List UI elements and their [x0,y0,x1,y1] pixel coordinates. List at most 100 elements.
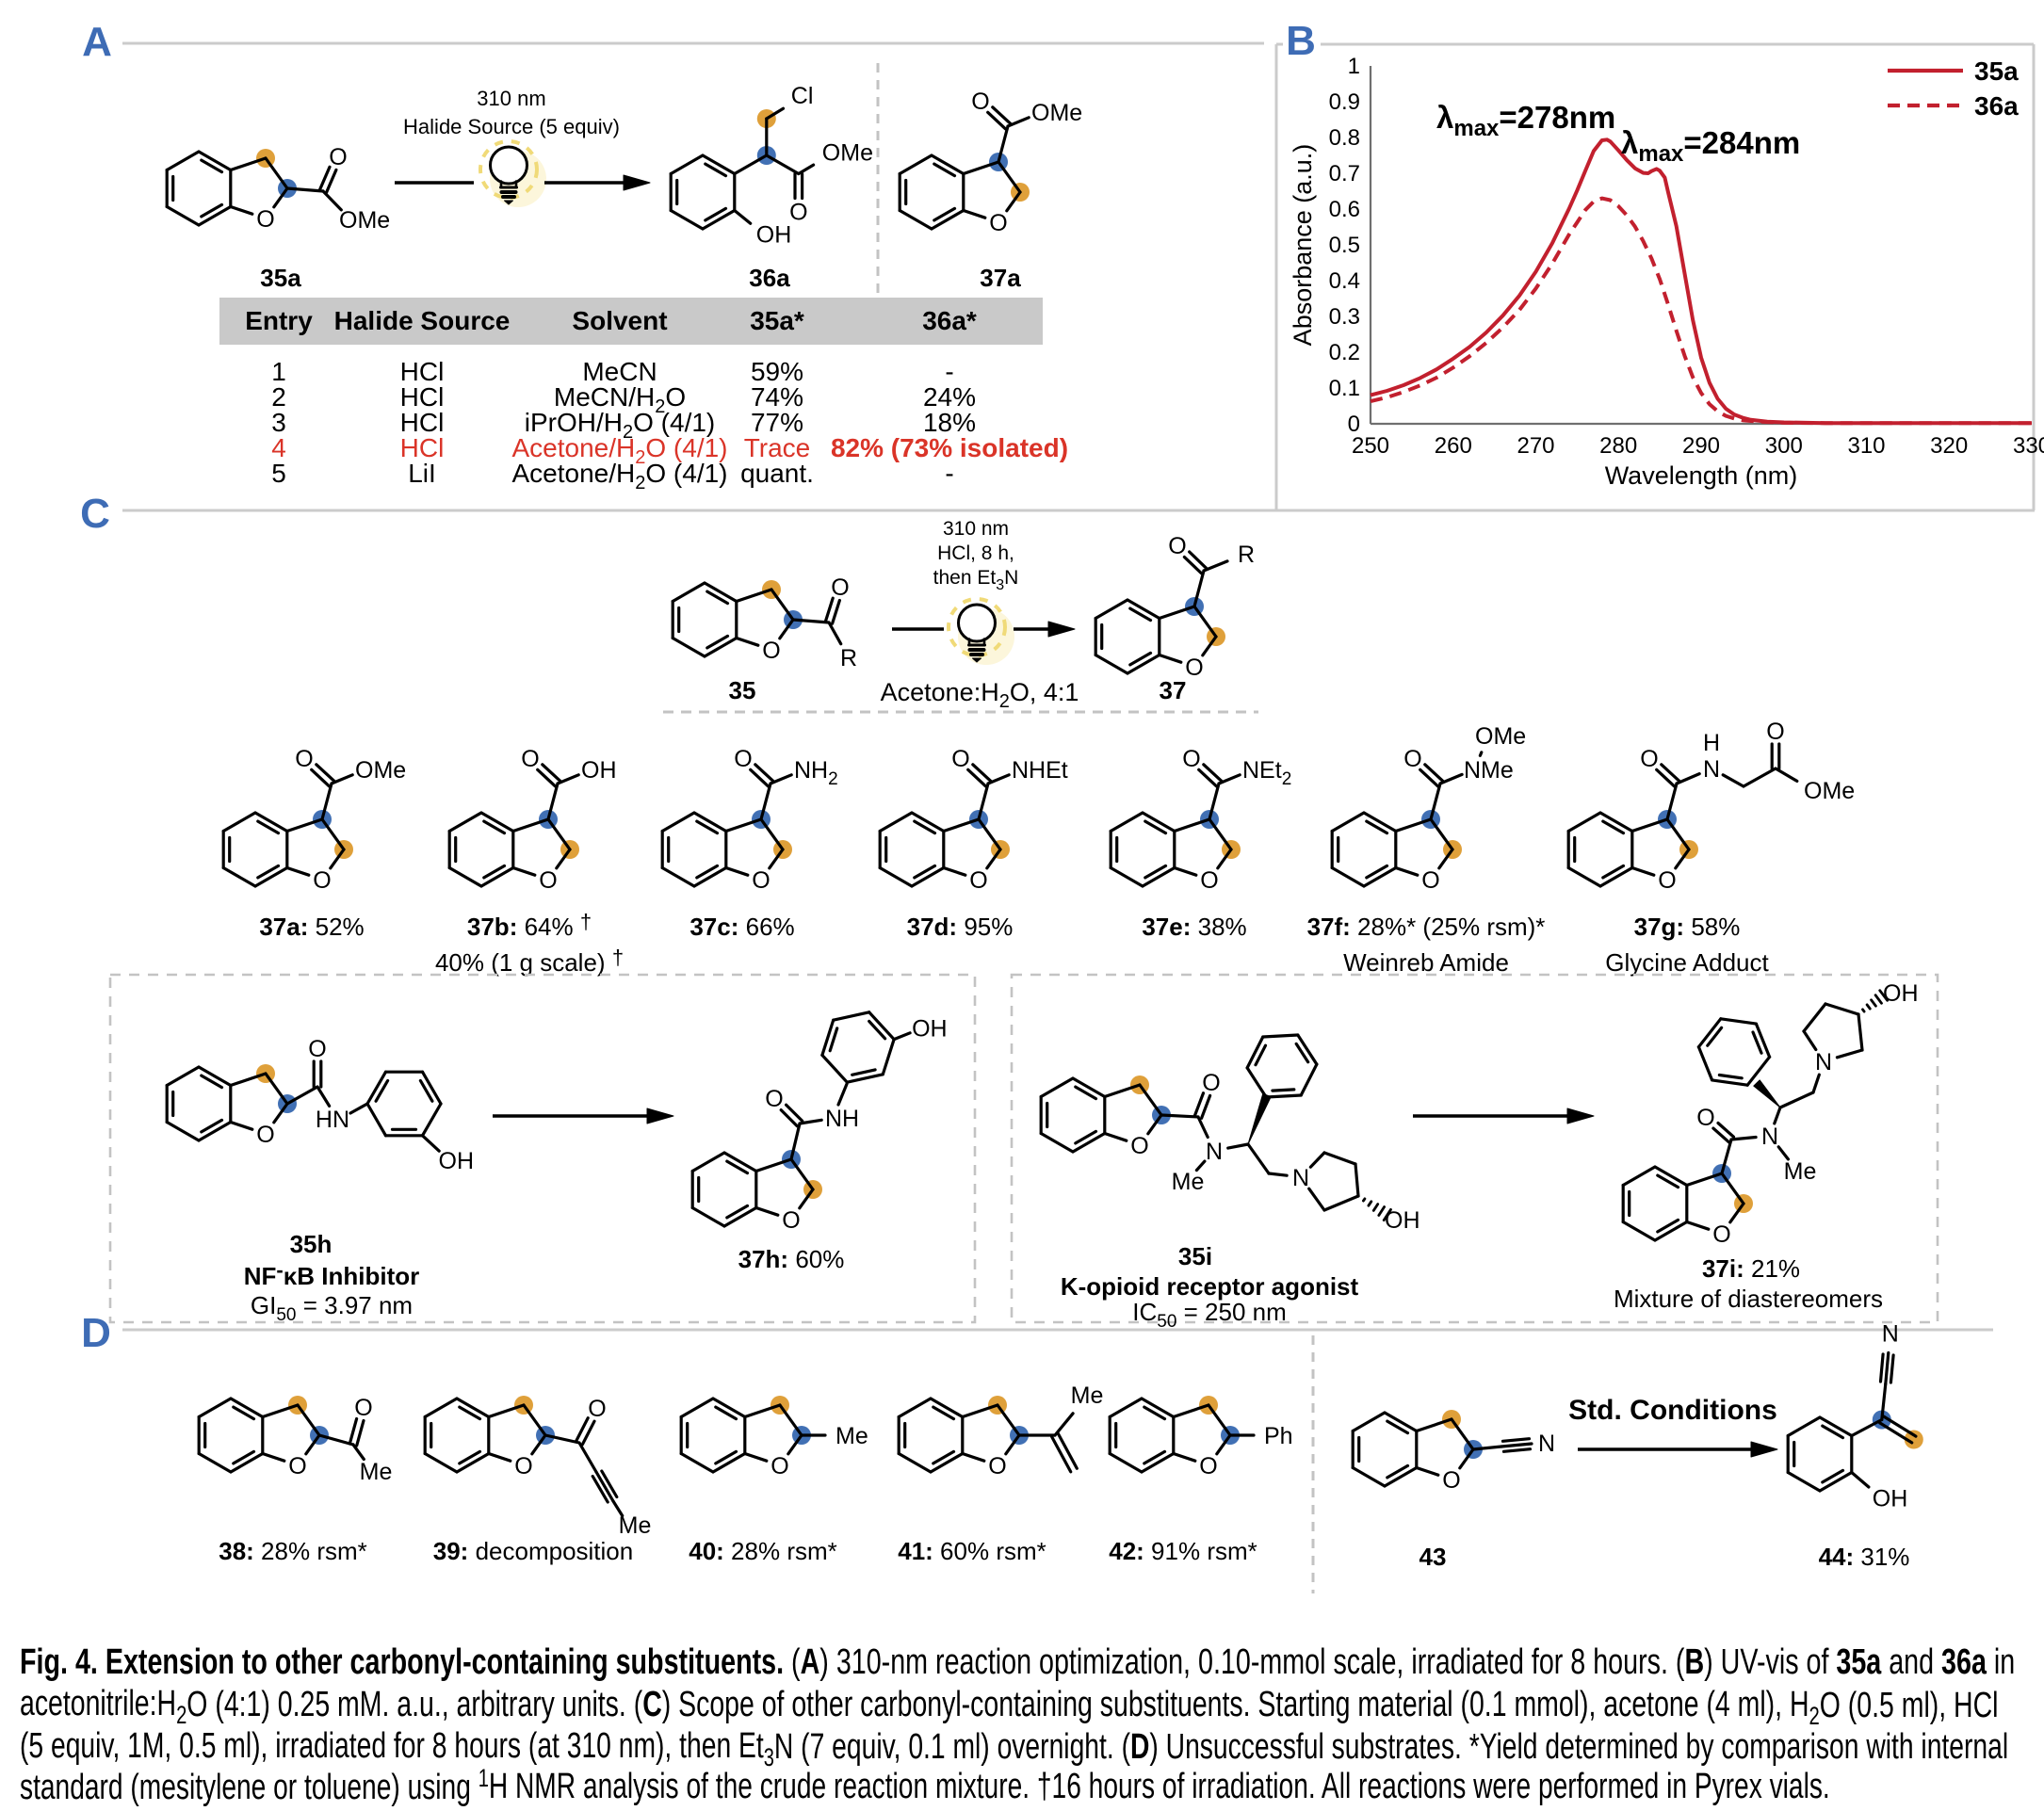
svg-text:Wavelength (nm): Wavelength (nm) [1605,461,1798,490]
svg-text:4: 4 [271,433,286,462]
svg-text:Me: Me [1172,1169,1205,1195]
svg-text:37h: 60%: 37h: 60% [738,1245,845,1273]
svg-text:NMe: NMe [1464,757,1514,784]
svg-text:O: O [1202,1070,1220,1096]
svg-text:Std. Conditions: Std. Conditions [1568,1395,1777,1426]
svg-text:59%: 59% [751,357,803,386]
svg-text:O: O [789,200,807,226]
svg-text:O: O [1182,746,1200,772]
svg-text:1: 1 [1348,54,1360,79]
svg-text:N: N [1538,1431,1555,1457]
svg-text:O: O [1200,867,1218,894]
svg-text:O: O [1442,1467,1460,1494]
svg-text:0.6: 0.6 [1329,197,1360,222]
svg-text:-: - [945,357,953,386]
svg-text:Acetone:H2O, 4:1: Acetone:H2O, 4:1 [881,678,1079,712]
svg-text:O: O [539,867,557,894]
svg-text:Absorbance (a.u.): Absorbance (a.u.) [1289,144,1317,347]
svg-text:O: O [1658,867,1676,894]
svg-text:O: O [295,746,313,772]
svg-text:Acetone/H2O (4/1): Acetone/H2O (4/1) [511,433,727,468]
svg-text:λmax=284nm: λmax=284nm [1621,125,1800,167]
svg-text:OMe: OMe [1031,100,1082,126]
svg-text:K-opioid receptor agonist: K-opioid receptor agonist [1061,1272,1359,1301]
svg-text:37i: 21%: 37i: 21% [1702,1254,1800,1283]
svg-text:O: O [329,144,347,170]
svg-text:O: O [771,1453,788,1480]
svg-text:OH: OH [1883,980,1919,1007]
svg-text:0.2: 0.2 [1329,340,1360,365]
svg-text:NH: NH [825,1106,859,1132]
svg-text:O: O [989,210,1007,236]
svg-text:0.3: 0.3 [1329,304,1360,330]
svg-text:C: C [80,491,110,537]
svg-text:Weinreb Amide: Weinreb Amide [1343,948,1509,977]
svg-text:37g: 58%: 37g: 58% [1634,913,1741,941]
svg-text:0.4: 0.4 [1329,268,1360,294]
svg-text:O: O [1696,1105,1714,1131]
svg-text:77%: 77% [751,408,803,437]
svg-text:74%: 74% [751,382,803,412]
svg-text:35a*: 35a* [750,306,804,335]
svg-text:0.1: 0.1 [1329,376,1360,401]
svg-text:44: 31%: 44: 31% [1819,1543,1910,1571]
svg-text:2: 2 [271,382,286,412]
svg-text:O: O [1712,1221,1730,1248]
svg-text:O: O [588,1396,606,1422]
svg-text:Me: Me [619,1512,652,1539]
svg-text:OH: OH [1385,1207,1420,1234]
svg-text:HCl, 8 h,: HCl, 8 h, [937,542,1014,564]
svg-text:O: O [762,638,780,664]
svg-text:(5 equiv, 1M, 0.5 ml), irradia: (5 equiv, 1M, 0.5 ml), irradiated for 8 … [20,1726,2008,1772]
svg-text:O: O [971,89,989,115]
svg-text:37: 37 [1160,676,1187,704]
svg-text:35i: 35i [1178,1242,1212,1270]
svg-text:Me: Me [835,1423,868,1449]
svg-text:40: 28% rsm*: 40: 28% rsm* [689,1537,837,1565]
svg-text:quant.: quant. [740,459,814,488]
svg-text:O: O [969,867,987,894]
svg-text:Halide Source: Halide Source [334,306,511,335]
svg-text:HCl: HCl [400,433,445,462]
svg-text:0.9: 0.9 [1329,89,1360,115]
svg-text:O: O [1168,533,1186,559]
svg-text:O: O [256,206,274,233]
svg-text:R: R [1238,542,1255,568]
svg-text:5: 5 [271,459,286,488]
svg-text:310: 310 [1847,433,1885,459]
svg-text:O: O [1640,746,1658,772]
svg-text:270: 270 [1517,433,1554,459]
svg-text:250: 250 [1352,433,1389,459]
svg-text:260: 260 [1435,433,1472,459]
svg-text:O: O [782,1207,800,1234]
svg-text:D: D [81,1310,111,1356]
svg-text:OMe: OMe [822,140,873,167]
svg-text:43: 43 [1419,1543,1447,1571]
svg-text:OMe: OMe [1475,723,1526,750]
svg-text:O: O [1185,655,1203,681]
svg-text:H: H [1703,730,1720,756]
svg-text:36a: 36a [749,264,790,292]
svg-text:Halide Source (5 equiv): Halide Source (5 equiv) [403,115,620,138]
svg-text:O: O [1130,1133,1148,1159]
svg-text:HN: HN [316,1107,349,1133]
svg-text:O: O [1199,1453,1217,1480]
svg-text:O: O [765,1086,783,1112]
svg-text:24%: 24% [923,382,976,412]
svg-text:37b: 64% †: 37b: 64% † [467,910,592,941]
svg-text:OMe: OMe [339,207,390,234]
svg-text:O: O [514,1453,532,1480]
svg-text:Me: Me [360,1459,393,1485]
svg-text:LiI: LiI [408,459,436,488]
svg-text:Entry: Entry [245,306,313,335]
svg-text:320: 320 [1930,433,1968,459]
svg-text:42: 91% rsm*: 42: 91% rsm* [1109,1537,1257,1565]
svg-text:82% (73% isolated): 82% (73% isolated) [831,433,1068,462]
svg-text:NEt2: NEt2 [1242,757,1291,789]
svg-text:O: O [951,746,969,772]
svg-text:N: N [1703,756,1720,783]
svg-text:N: N [1815,1049,1832,1075]
svg-text:then Et3N: then Et3N [933,567,1019,593]
svg-text:Me: Me [1784,1158,1817,1185]
svg-text:37c: 66%: 37c: 66% [689,913,794,941]
